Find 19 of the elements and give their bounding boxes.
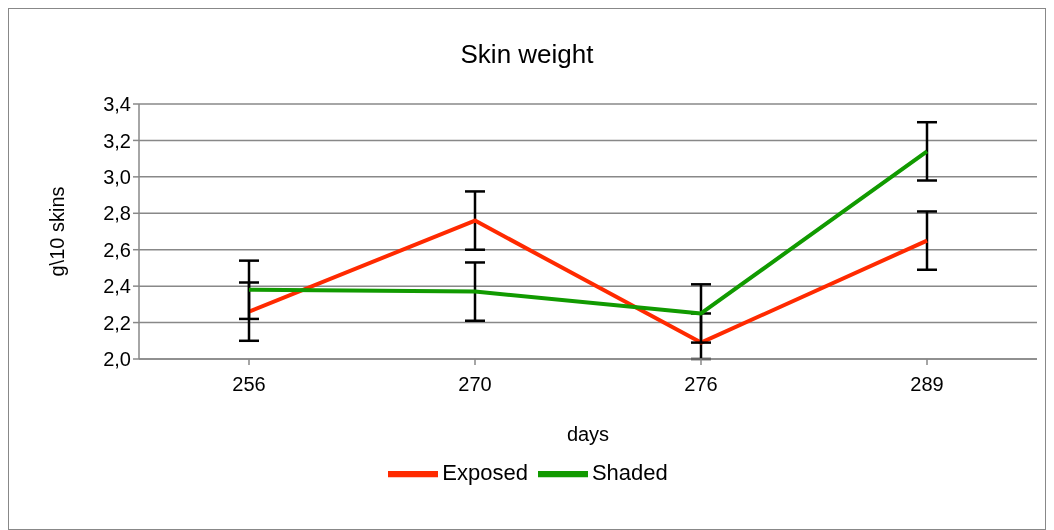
chart-title: Skin weight [459, 39, 595, 70]
y-tick-label: 2,2 [103, 311, 131, 334]
x-tick-label: 289 [910, 373, 944, 396]
x-tick-label: 270 [458, 373, 492, 396]
y-tick-label: 3,4 [103, 93, 131, 116]
line-series [247, 149, 929, 316]
x-axis-title: days [566, 423, 610, 445]
y-tick-label: 2,0 [103, 348, 131, 371]
x-tick-label: 256 [232, 373, 266, 396]
y-tick-label: 2,6 [103, 238, 131, 261]
y-tick-label: 2,8 [103, 202, 131, 225]
y-axis-title: g\10 skins [46, 186, 69, 277]
y-tick-label: 3,0 [103, 165, 131, 188]
legend-label: Exposed [442, 459, 528, 485]
line-series [247, 218, 929, 345]
y-tick-label: 3,2 [103, 129, 131, 152]
x-tick-label: 276 [684, 373, 718, 396]
y-tick-label: 2,4 [103, 275, 131, 298]
legend-label: Shaded [591, 459, 668, 485]
